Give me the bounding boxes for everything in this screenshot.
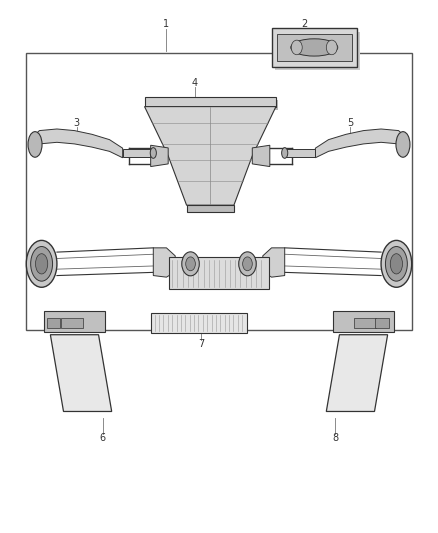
Ellipse shape (239, 252, 256, 276)
Bar (26, 53, 412, 330)
Ellipse shape (28, 132, 42, 157)
Ellipse shape (326, 40, 337, 55)
Bar (285, 149, 315, 157)
Text: 5: 5 (347, 118, 353, 127)
Bar (123, 149, 153, 157)
Bar (169, 257, 269, 289)
Polygon shape (145, 107, 276, 205)
Ellipse shape (186, 257, 195, 271)
Text: 6: 6 (100, 433, 106, 443)
Ellipse shape (291, 39, 338, 56)
Ellipse shape (381, 240, 412, 287)
Text: 7: 7 (198, 339, 205, 349)
Bar (47, 318, 60, 328)
Polygon shape (153, 248, 175, 277)
Text: 2: 2 (301, 19, 307, 29)
Bar (272, 28, 357, 67)
Text: 4: 4 (192, 78, 198, 87)
Ellipse shape (243, 257, 252, 271)
Polygon shape (263, 248, 285, 277)
Polygon shape (252, 145, 270, 166)
Bar (145, 97, 276, 107)
Ellipse shape (26, 240, 57, 287)
Polygon shape (145, 100, 278, 110)
Polygon shape (315, 129, 407, 158)
Polygon shape (333, 311, 394, 332)
Bar (354, 318, 376, 328)
Ellipse shape (390, 254, 403, 274)
Polygon shape (151, 145, 168, 166)
Bar (187, 205, 234, 212)
Polygon shape (44, 311, 105, 332)
Text: 3: 3 (74, 118, 80, 127)
Polygon shape (275, 32, 360, 70)
Ellipse shape (182, 252, 199, 276)
Polygon shape (50, 335, 112, 411)
Ellipse shape (282, 148, 288, 158)
Polygon shape (326, 335, 388, 411)
Bar (375, 318, 389, 328)
Text: 8: 8 (332, 433, 338, 443)
Ellipse shape (291, 40, 302, 55)
Ellipse shape (385, 246, 407, 281)
Bar (277, 34, 352, 61)
Ellipse shape (150, 148, 156, 158)
Ellipse shape (31, 246, 53, 281)
Ellipse shape (35, 254, 48, 274)
Ellipse shape (396, 132, 410, 157)
Text: 1: 1 (163, 19, 170, 29)
Polygon shape (31, 129, 123, 158)
Bar (61, 318, 83, 328)
Bar (151, 313, 247, 333)
